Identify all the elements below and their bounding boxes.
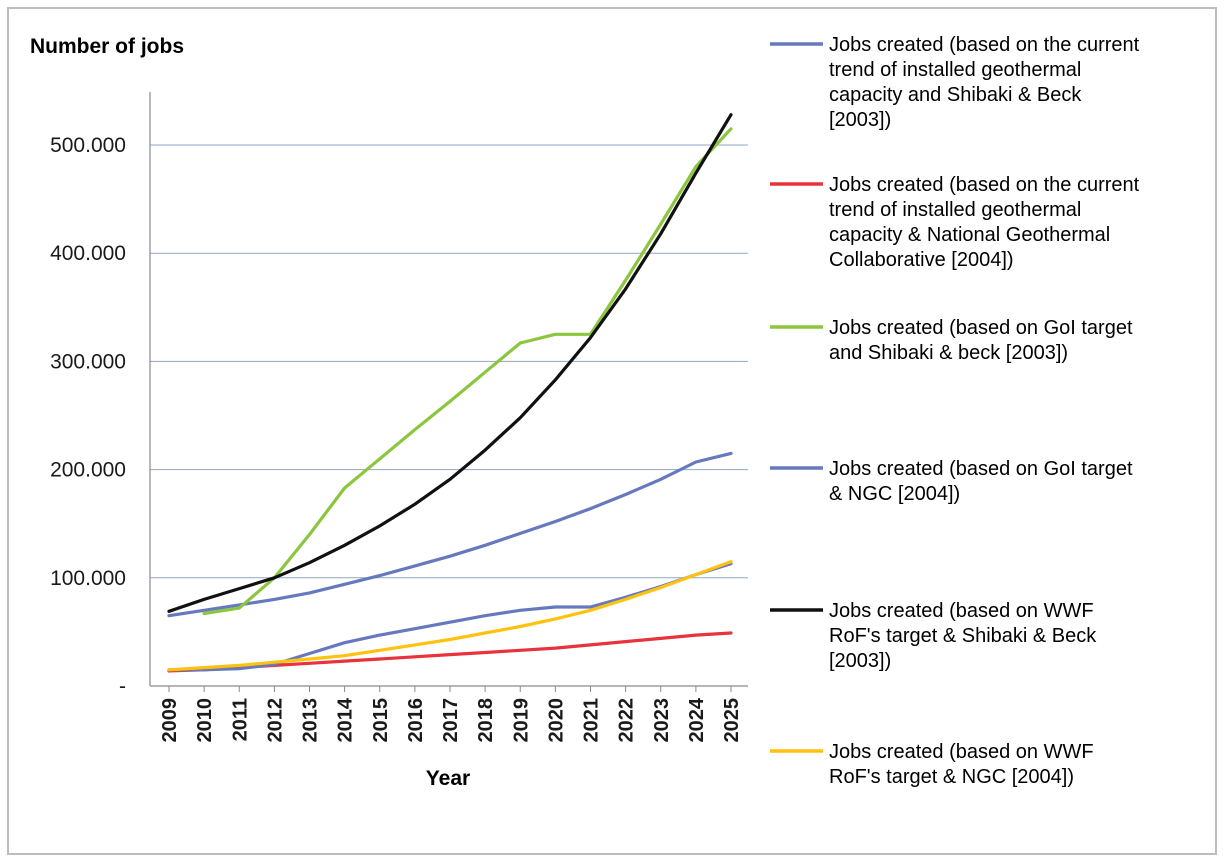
legend-entry-6: Jobs created (based on WWF RoF's target &… [770, 741, 1094, 788]
y-tick-labels: - 100.000 200.000 300.000 400.000 500.000 [50, 134, 126, 698]
x-tick-label: 2022 [616, 698, 638, 743]
y-tick-label: 200.000 [50, 459, 126, 482]
x-tick-label: 2016 [405, 698, 427, 743]
x-tick-label: 2017 [440, 698, 462, 743]
series-line-3 [202, 127, 733, 616]
x-tick-label: 2024 [686, 697, 708, 742]
legend-entry-2: Jobs created (based on the current trend … [770, 174, 1140, 271]
chart-frame [7, 7, 1217, 855]
y-tick-label: 500.000 [50, 134, 126, 157]
x-tick-label: 2019 [510, 698, 532, 743]
series-line-5 [167, 113, 733, 613]
legend-label: Jobs created (based on WWF RoF's target &… [829, 741, 1094, 788]
x-tick-label: 2023 [651, 698, 673, 743]
x-tick-label: 2021 [581, 698, 603, 743]
legend-label: Jobs created (based on the current trend … [829, 34, 1140, 131]
legend-entry-4: Jobs created (based on GoI target & NGC [… [770, 458, 1133, 505]
legend-label: Jobs created (based on WWF RoF's target &… [829, 600, 1097, 672]
axes [149, 92, 748, 692]
legend-label: Jobs created (based on GoI target and Shi… [829, 317, 1133, 364]
series-line-4 [167, 562, 733, 672]
y-axis-title: Number of jobs [30, 35, 184, 58]
gridlines [150, 144, 748, 579]
legend: Jobs created (based on the current trend … [770, 34, 1140, 788]
x-tick-label: 2020 [545, 698, 567, 743]
x-tick-labels: 2009 2010 2011 2012 2013 2014 2015 2016 2017 2018… [159, 697, 743, 742]
x-axis-title: Year [426, 767, 470, 790]
series-line-1 [167, 451, 733, 618]
y-tick-label: 100.000 [50, 567, 126, 590]
y-tick-label: 400.000 [50, 242, 126, 265]
y-tick-label: 300.000 [50, 350, 126, 373]
legend-entry-3: Jobs created (based on GoI target and Shi… [770, 317, 1133, 364]
x-tick-label: 2011 [229, 698, 251, 741]
x-tick-label: 2013 [300, 698, 322, 743]
x-tick-label: 2018 [475, 698, 497, 743]
x-tick-label: 2009 [159, 698, 181, 743]
legend-entry-1: Jobs created (based on the current trend … [770, 34, 1140, 131]
series-lines [167, 113, 733, 673]
x-tick-label: 2010 [194, 698, 216, 743]
x-tick-label: 2014 [335, 697, 357, 742]
x-tick-label: 2012 [264, 698, 286, 743]
x-tick-label: 2025 [721, 698, 743, 743]
series-line-6 [167, 560, 733, 672]
legend-label: Jobs created (based on GoI target & NGC [… [829, 458, 1133, 505]
legend-label: Jobs created (based on the current trend … [829, 174, 1140, 271]
legend-entry-5: Jobs created (based on WWF RoF's target &… [770, 600, 1097, 672]
y-tick-label: - [119, 675, 126, 698]
x-tick-label: 2015 [370, 698, 392, 743]
